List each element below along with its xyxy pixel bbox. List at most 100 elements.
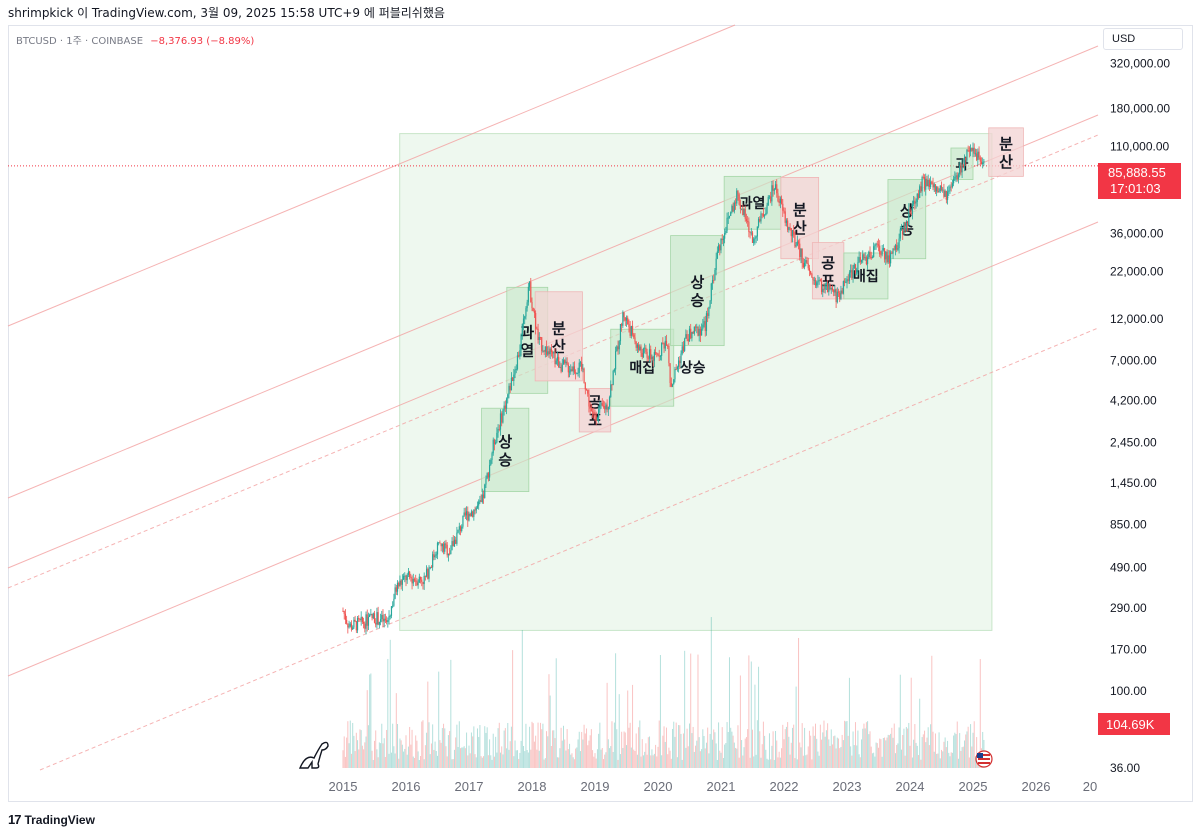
volume-bar <box>933 751 935 768</box>
volume-bar <box>687 746 689 768</box>
time-axis[interactable]: 2015 2016 2017 2018 2019 2020 2021 2022 2023 2024… <box>329 779 1098 794</box>
candle-body <box>518 355 520 357</box>
volume-bar <box>453 749 455 768</box>
volume-bar <box>498 722 500 768</box>
channel-line-6[interactable] <box>39 327 1099 771</box>
volume-bar <box>628 727 630 768</box>
volume-bar <box>657 746 659 768</box>
volume-bar <box>810 735 812 768</box>
volume-bar <box>532 723 534 768</box>
volume-bars[interactable] <box>342 617 985 768</box>
symbol-legend[interactable]: BTCUSD · 1주 · COINBASE −8,376.93 (−8.89%… <box>16 32 254 47</box>
candle-body <box>648 349 651 359</box>
volume-bar <box>467 755 469 768</box>
candle-body <box>948 190 950 192</box>
volume-bar <box>802 755 804 768</box>
candle-body <box>387 620 389 622</box>
volume-bar <box>773 759 775 768</box>
us-flag-icon[interactable] <box>975 750 993 768</box>
candles[interactable] <box>342 142 985 635</box>
channel-line-2[interactable] <box>7 45 1099 499</box>
volume-bar <box>747 729 749 768</box>
time-tick: 2015 <box>329 779 358 794</box>
candle-body <box>944 190 946 197</box>
candle-body <box>834 289 836 293</box>
volume-bar <box>690 653 692 768</box>
candle-body <box>435 554 437 556</box>
volume-bar <box>764 735 766 768</box>
volume-bar <box>561 740 563 768</box>
candle-body <box>719 245 721 251</box>
volume-bar <box>393 746 395 768</box>
volume-bar <box>586 728 588 768</box>
zone-6[interactable]: 상승 <box>670 235 725 347</box>
candle-body <box>429 567 431 569</box>
volume-bar <box>566 729 568 768</box>
tradingview-footer[interactable]: 17 TradingView <box>8 812 95 827</box>
candle-body <box>473 509 475 517</box>
candle-body <box>721 238 723 241</box>
currency-selector[interactable]: USD <box>1103 28 1183 50</box>
candle-body <box>585 389 588 391</box>
volume-bar <box>840 746 842 768</box>
volume-bar <box>513 756 515 768</box>
candle-body <box>457 529 459 533</box>
candle-body <box>642 348 645 357</box>
volume-bar <box>457 746 459 768</box>
candle-body <box>967 149 969 151</box>
candle-body <box>491 453 493 461</box>
channel-line-1[interactable] <box>7 24 736 327</box>
price-tick: 320,000.00 <box>1110 57 1170 71</box>
volume-bar <box>915 742 917 768</box>
candle-body <box>617 346 619 350</box>
volume-bar <box>662 735 664 768</box>
volume-bar <box>974 756 976 768</box>
candle-body <box>890 252 892 264</box>
volume-bar <box>507 723 509 768</box>
candle-body <box>713 279 715 281</box>
candle-body <box>364 623 366 629</box>
volume-bar <box>847 735 849 768</box>
volume-bar <box>438 671 440 768</box>
volume-bar <box>420 756 422 768</box>
candle-body <box>732 205 734 212</box>
volume-bar <box>824 736 826 768</box>
candle-body <box>584 383 586 390</box>
volume-bar <box>954 732 956 768</box>
candle-body <box>470 511 473 516</box>
candle-body <box>979 157 981 162</box>
candle-body <box>807 263 809 269</box>
volume-bar <box>749 757 751 768</box>
replay-dino-icon[interactable] <box>298 741 329 769</box>
price-tick: 100.00 <box>1110 684 1147 698</box>
volume-bar <box>844 720 846 768</box>
candle-body <box>369 614 371 617</box>
candle-body <box>797 241 800 244</box>
candle-body <box>972 147 974 151</box>
volume-bar <box>590 729 592 768</box>
zone-13[interactable]: 분산 <box>988 127 1024 177</box>
zone-label-char: 승 <box>690 292 704 310</box>
volume-badge-bg <box>1098 713 1170 735</box>
volume-bar <box>352 722 354 768</box>
volume-bar <box>821 739 823 768</box>
zone-5[interactable]: 매집 <box>610 328 675 407</box>
zone-9[interactable]: 공포 <box>811 242 845 300</box>
candle-body <box>772 185 774 191</box>
candle-body <box>600 403 602 405</box>
candle-body <box>767 196 769 206</box>
candle-body <box>549 348 551 355</box>
volume-bar <box>372 759 374 768</box>
candle-body <box>525 308 527 317</box>
volume-bar <box>838 738 840 768</box>
zone-7[interactable]: 과열 <box>723 175 782 230</box>
channel-line-5[interactable] <box>7 221 1099 677</box>
candle-body <box>439 542 441 544</box>
volume-bar <box>469 753 471 768</box>
volume-bar <box>833 736 835 768</box>
candle-body <box>808 268 811 272</box>
candle-body <box>430 567 433 568</box>
volume-bar <box>450 659 452 768</box>
candle-body <box>945 190 947 200</box>
